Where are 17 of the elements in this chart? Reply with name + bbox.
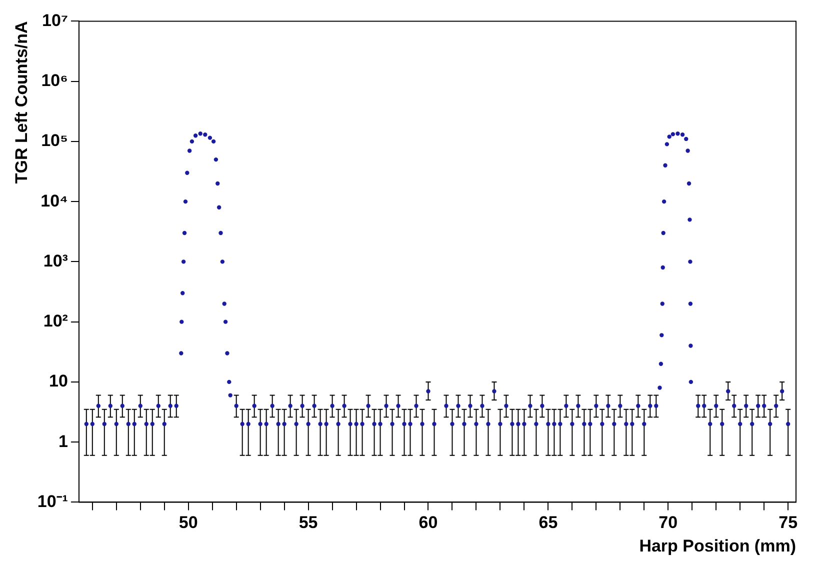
x-tick-label: 75 — [778, 513, 798, 532]
x-tick-label: 65 — [538, 513, 558, 532]
y-tick-label: 10² — [43, 312, 68, 331]
y-tick-label: 10⁴ — [40, 191, 68, 210]
x-tick-label: 50 — [178, 513, 198, 532]
y-tick-label: 10⁶ — [41, 71, 68, 90]
y-tick-label: 10⁷ — [42, 10, 68, 30]
y-tick-label: 1 — [58, 432, 68, 451]
y-tick-label: 10⁵ — [41, 131, 68, 150]
y-axis-title: TGR Left Counts/nA — [12, 21, 31, 184]
y-tick-label: 10⁻¹ — [37, 492, 68, 511]
x-axis-title: Harp Position (mm) — [639, 536, 796, 556]
x-tick-label: 55 — [298, 513, 318, 532]
x-tick-label: 70 — [658, 513, 678, 532]
y-tick-label: 10³ — [43, 251, 68, 270]
x-tick-label: 60 — [418, 513, 438, 532]
y-tick-label: 10 — [49, 372, 68, 391]
